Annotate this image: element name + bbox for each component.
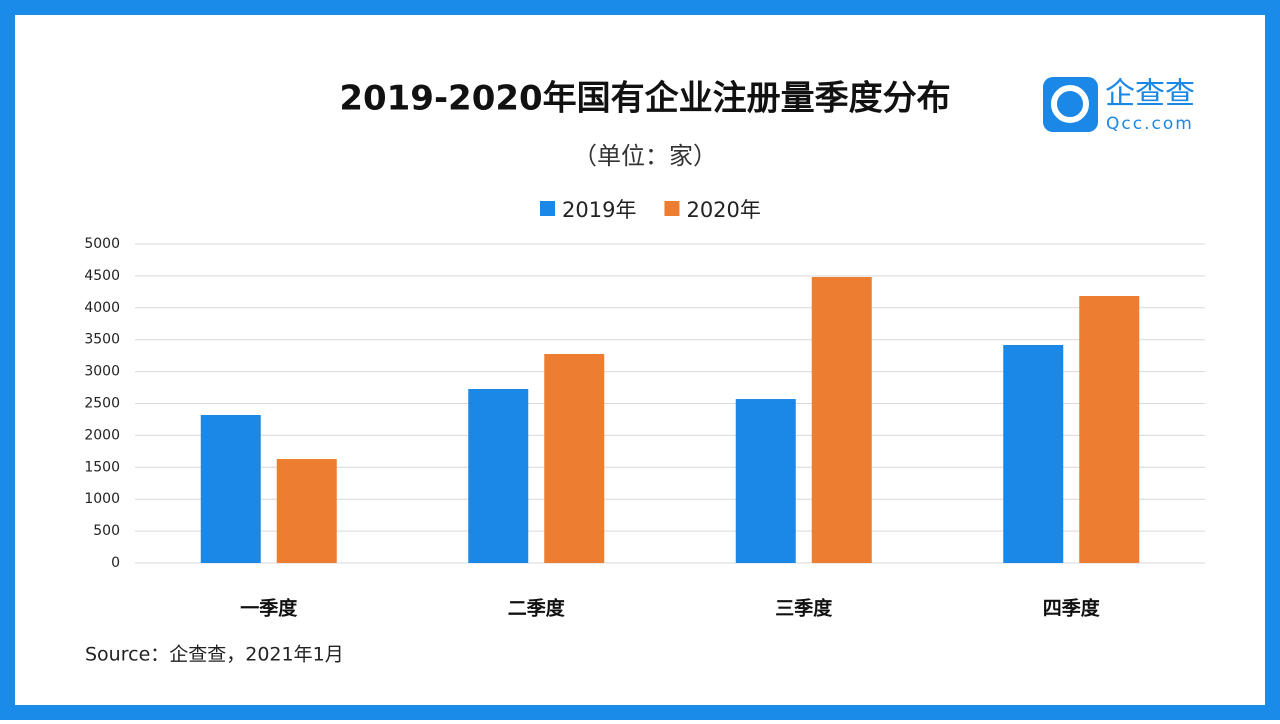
x-tick-label: 四季度 [1043, 597, 1101, 620]
bar [200, 414, 261, 563]
chart-title: 2019-2020年国有企业注册量季度分布 [339, 79, 950, 119]
legend-label: 2020年 [686, 198, 760, 222]
y-tick-label: 0 [111, 555, 120, 571]
y-tick-label: 4500 [84, 268, 120, 284]
logo-icon-ring [1051, 85, 1089, 123]
logo-domain: Qcc.com [1106, 114, 1194, 134]
y-tick-label: 3500 [84, 332, 120, 348]
y-tick-label: 4000 [84, 300, 120, 316]
y-tick-label: 3000 [84, 364, 120, 380]
y-tick-label: 1000 [84, 491, 120, 507]
y-tick-label: 5000 [84, 236, 120, 252]
legend-label: 2019年 [562, 198, 636, 222]
bar [544, 353, 605, 563]
bar [735, 399, 796, 563]
source: Source：企查查，2021年1月 [85, 644, 344, 666]
y-tick-label: 1500 [84, 459, 120, 475]
chart-subtitle: （单位：家） [573, 142, 717, 170]
bar [1003, 344, 1064, 563]
legend-swatch [540, 201, 555, 216]
y-tick-label: 500 [93, 523, 120, 539]
y-tick-label: 2500 [84, 396, 120, 412]
bar [1079, 295, 1140, 563]
bar [468, 389, 529, 563]
bar [276, 459, 337, 563]
legend-swatch [664, 201, 680, 216]
bar [811, 276, 872, 563]
y-tick-label: 2000 [84, 427, 120, 443]
x-tick-label: 三季度 [775, 597, 833, 620]
logo-name: 企查查 [1105, 77, 1195, 112]
x-tick-label: 一季度 [240, 597, 298, 620]
x-tick-label: 二季度 [508, 597, 566, 620]
